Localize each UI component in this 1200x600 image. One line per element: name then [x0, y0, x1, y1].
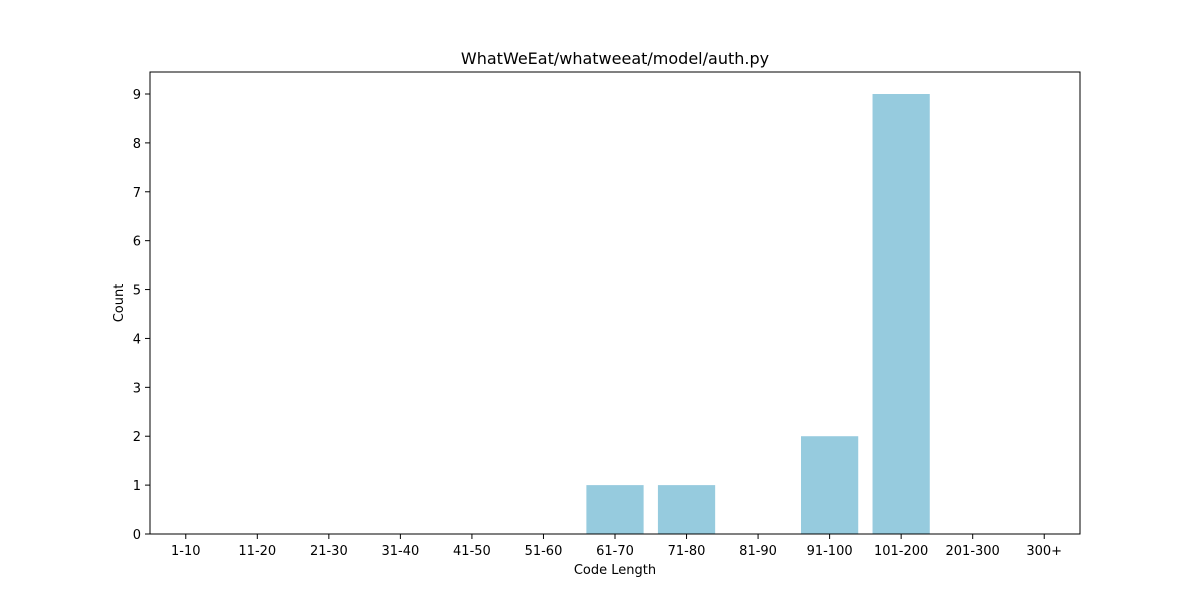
x-tick-label: 31-40 — [381, 544, 419, 559]
x-axis-label: Code Length — [574, 563, 656, 578]
x-tick-label: 101-200 — [874, 544, 928, 559]
bars-group — [586, 94, 930, 534]
x-tick-label: 71-80 — [668, 544, 706, 559]
y-tick-label: 0 — [133, 528, 141, 543]
bar-101-200 — [872, 94, 930, 534]
bar-91-100 — [801, 436, 859, 534]
x-tick-label: 81-90 — [739, 544, 777, 559]
y-tick-label: 6 — [133, 235, 141, 250]
x-tick-label: 11-20 — [238, 544, 276, 559]
x-tick-label: 91-100 — [807, 544, 853, 559]
y-tick-label: 3 — [133, 381, 141, 396]
bar-61-70 — [586, 485, 644, 534]
y-axis-label: Count — [112, 284, 127, 323]
y-tick-label: 9 — [133, 88, 141, 103]
y-tick-label: 1 — [133, 479, 141, 494]
bar-71-80 — [657, 485, 716, 534]
plot-frame — [149, 71, 1081, 535]
y-tick-label: 7 — [133, 186, 141, 201]
x-tick-label: 21-30 — [310, 544, 348, 559]
x-tick-label: 51-60 — [525, 544, 563, 559]
y-tick-label: 5 — [133, 284, 141, 299]
x-tick-label: 300+ — [1026, 544, 1062, 559]
x-tick-label: 1-10 — [171, 544, 201, 559]
chart-title: WhatWeEat/whatweeat/model/auth.py — [461, 49, 769, 68]
x-tick-label: 41-50 — [453, 544, 491, 559]
x-tick-label: 61-70 — [596, 544, 634, 559]
y-axis: 0 1 2 3 4 5 6 7 8 9 — [133, 88, 150, 543]
y-tick-label: 4 — [133, 332, 141, 347]
x-tick-label: 201-300 — [946, 544, 1000, 559]
y-tick-label: 8 — [133, 137, 141, 152]
x-axis: 1-10 11-20 21-30 31-40 41-50 51-60 61-70 71-80 8… — [171, 534, 1062, 559]
y-tick-label: 2 — [133, 430, 141, 445]
